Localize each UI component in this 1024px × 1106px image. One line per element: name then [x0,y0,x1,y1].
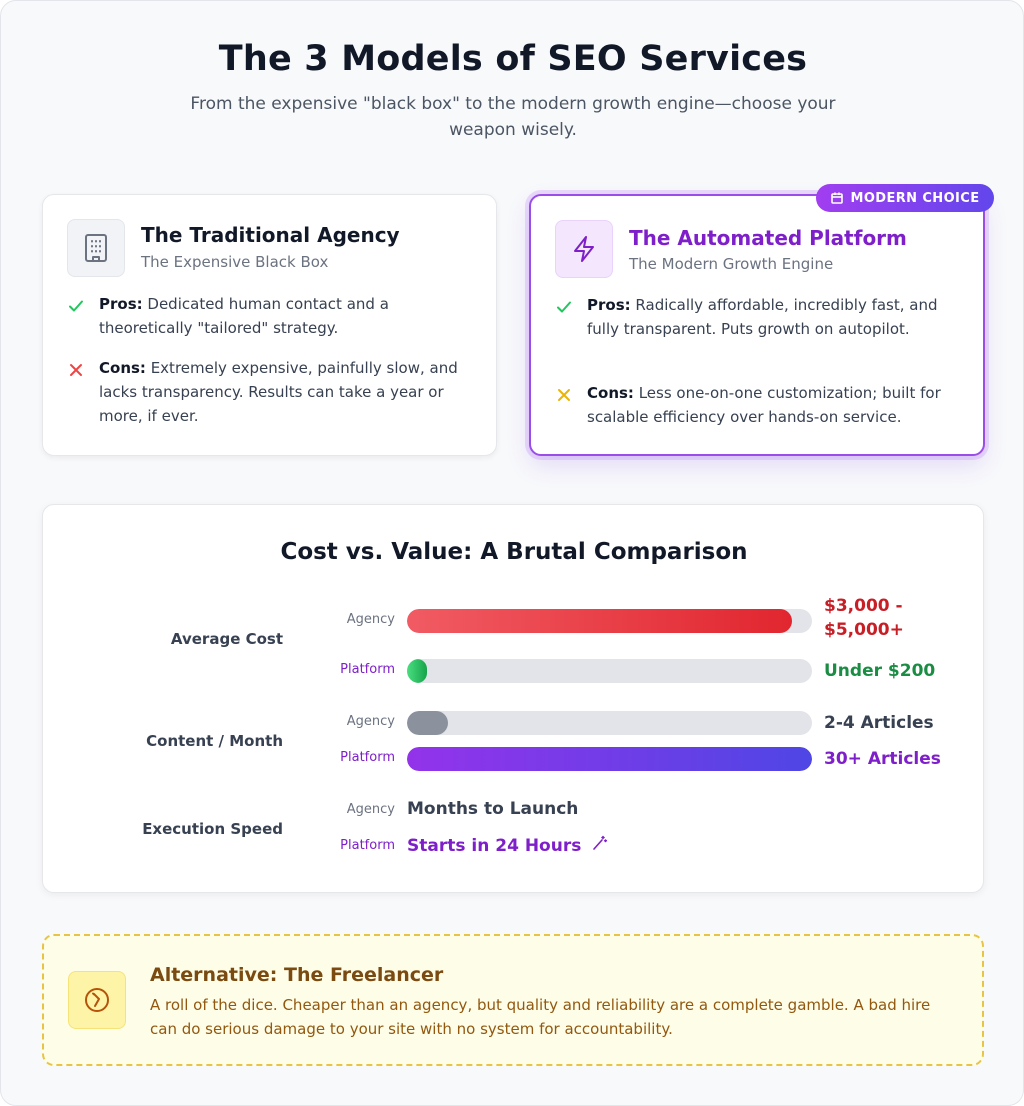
platform-pros-label: Pros: [587,296,631,314]
metric-label-speed: Execution Speed [142,820,283,838]
page-title: The 3 Models of SEO Services [218,39,808,79]
speed-agency-value: Months to Launch [407,799,579,819]
agency-card-subtitle: The Expensive Black Box [141,253,329,271]
cross-icon [67,361,85,379]
metric-label-content: Content / Month [146,732,283,750]
agency-card-title: The Traditional Agency [141,223,400,247]
bar-track [407,659,812,683]
bar-track [407,747,812,771]
cost-agency-value: $3,000 - $5,000+ [824,596,904,640]
agency-cons-label: Cons: [99,359,146,377]
speed-platform-value: Starts in 24 Hours [407,835,582,856]
platform-cons: Cons: Less one-on-one customization; bui… [587,381,957,429]
building-icon [67,219,125,277]
row-label-platform: Platform [340,838,395,853]
modern-choice-badge: MODERN CHOICE [816,184,994,212]
agency-pros-label: Pros: [99,295,143,313]
compass-icon [68,971,126,1029]
metric-label-average-cost: Average Cost [170,630,283,648]
badge-label: MODERN CHOICE [850,190,980,206]
speed-platform: Starts in 24 Hours [407,835,608,856]
platform-card: The Automated Platform The Modern Growth… [529,194,985,456]
content-platform-value: 30+ Articles [824,749,941,769]
check-icon [67,297,85,315]
magic-wand-icon [591,835,608,856]
freelancer-panel: Alternative: The Freelancer A roll of th… [42,934,984,1066]
row-label-platform: Platform [340,750,395,765]
freelancer-title: Alternative: The Freelancer [150,964,444,986]
platform-cons-label: Cons: [587,384,634,402]
platform-pros: Pros: Radically affordable, incredibly f… [587,293,957,341]
platform-cons-text: Less one-on-one customization; built for… [587,384,941,426]
page-subtitle: From the expensive "black box" to the mo… [190,94,836,140]
bar-track [407,711,812,735]
cost-platform-value: Under $200 [824,661,936,681]
cross-icon [555,386,573,404]
content-agency-bar [407,711,448,735]
agency-pros: Pros: Dedicated human contact and a theo… [99,292,469,340]
agency-card: The Traditional Agency The Expensive Bla… [42,194,497,456]
agency-cons-text: Extremely expensive, painfully slow, and… [99,359,458,425]
agency-pros-text: Dedicated human contact and a theoretica… [99,295,389,337]
cost-platform-bar [407,659,428,683]
row-label-agency: Agency [346,612,395,627]
freelancer-text: A roll of the dice. Cheaper than an agen… [150,996,931,1038]
platform-pros-text: Radically affordable, incredibly fast, a… [587,296,938,338]
row-label-agency: Agency [346,714,395,729]
bar-track [407,609,812,633]
calendar-icon [830,191,844,205]
row-label-platform: Platform [340,662,395,677]
comparison-panel: Cost vs. Value: A Brutal Comparison Aver… [42,504,984,893]
comparison-title: Cost vs. Value: A Brutal Comparison [280,539,748,565]
cost-agency-bar [407,609,792,633]
agency-cons: Cons: Extremely expensive, painfully slo… [99,356,469,428]
row-label-agency: Agency [346,802,395,817]
content-agency-value: 2-4 Articles [824,713,934,733]
platform-card-subtitle: The Modern Growth Engine [629,255,834,273]
platform-card-title: The Automated Platform [629,226,907,250]
lightning-icon [555,220,613,278]
check-icon [555,298,573,316]
content-platform-bar [407,747,812,771]
